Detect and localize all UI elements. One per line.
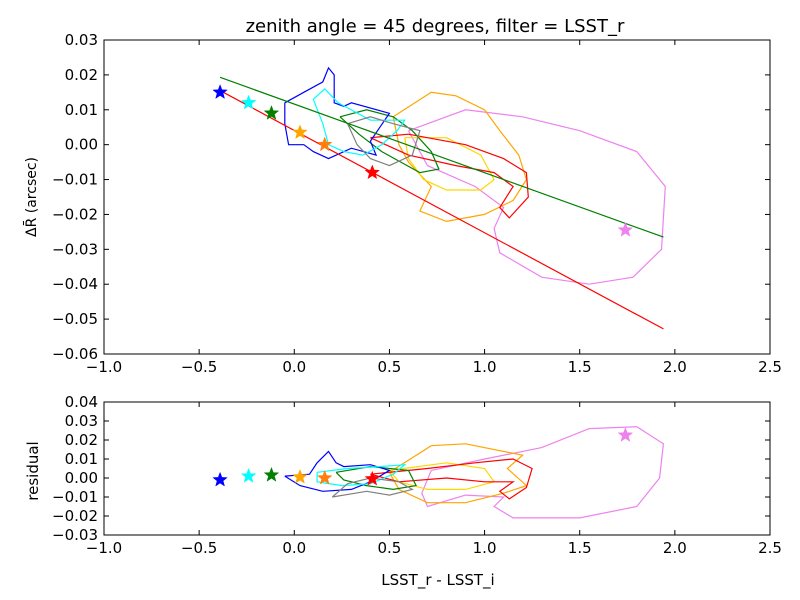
star-marker — [240, 94, 257, 110]
axes-frame — [103, 401, 771, 536]
y-tick-label: 0.02 — [65, 66, 98, 84]
contour-line — [312, 87, 406, 156]
y-tick-label: 0.04 — [65, 393, 98, 411]
bottom-y-axis-label: residual — [24, 441, 42, 500]
y-tick-label: −0.02 — [52, 507, 98, 525]
bottom-plot-area: −1.0 −0.5 0.0 0.5 1.0 1.5 2.0 2.50.040.030.020.… — [52, 393, 782, 557]
contour-line — [284, 450, 391, 492]
star-marker — [263, 105, 280, 120]
x-tick-label: 0.5 — [377, 539, 401, 557]
contour-line — [331, 477, 414, 498]
chart-title: zenith angle = 45 degrees, filter = LSST… — [246, 16, 625, 37]
star-marker — [364, 470, 381, 486]
contour-line — [284, 66, 391, 160]
y-tick-label: −0.04 — [52, 275, 98, 293]
star-marker — [212, 84, 228, 99]
x-tick-label: 1.0 — [473, 358, 497, 376]
contour-line — [347, 116, 421, 167]
star-marker — [364, 164, 381, 180]
star-marker — [316, 469, 333, 485]
x-tick-label: 1.0 — [473, 539, 497, 557]
contour-line — [388, 462, 496, 490]
x-tick-label: 2.5 — [758, 358, 782, 376]
y-tick-label: 0.01 — [65, 101, 98, 119]
x-tick-label: −0.5 — [181, 358, 217, 376]
top-plot-area: −1.0 −0.5 0.0 0.5 1.0 1.5 2.0 2.5 0.03 0.02 0.01 0.… — [52, 31, 782, 376]
y-tick-label: 0.01 — [65, 450, 98, 468]
contour-line — [370, 458, 533, 500]
y-tick-label: −0.01 — [52, 171, 98, 189]
star-marker — [292, 124, 308, 140]
x-tick-label: 2.0 — [663, 539, 687, 557]
star-marker — [263, 466, 280, 482]
top-panel: zenith angle = 45 degrees, filter = LSST… — [22, 16, 781, 376]
contour-line — [316, 463, 407, 487]
y-tick-label: −0.06 — [52, 345, 98, 363]
fit-line — [219, 76, 664, 238]
y-tick-label: −0.02 — [52, 205, 98, 223]
contour-line — [370, 133, 529, 219]
x-axis-label: LSST_r - LSST_i — [381, 571, 494, 590]
y-tick-label: 0.00 — [65, 469, 98, 487]
x-tick-label: −1.0 — [86, 358, 122, 376]
y-tick-label: −0.03 — [52, 240, 98, 258]
x-tick-label: 1.5 — [568, 358, 592, 376]
y-tick-label: 0.00 — [65, 136, 98, 154]
y-tick-label: 0.02 — [65, 431, 98, 449]
x-tick-label: −1.0 — [86, 539, 122, 557]
star-marker — [316, 136, 333, 152]
x-tick-label: 0.0 — [282, 539, 306, 557]
x-tick-label: 2.0 — [663, 358, 687, 376]
contour-line — [339, 109, 440, 174]
axes-frame — [103, 39, 771, 355]
x-tick-label: 0.5 — [377, 358, 401, 376]
x-tick-label: 1.5 — [568, 539, 592, 557]
x-tick-label: −0.5 — [181, 539, 217, 557]
y-tick-label: −0.03 — [52, 526, 98, 544]
x-tick-label: 0.0 — [282, 358, 306, 376]
star-marker — [292, 468, 308, 484]
star-marker — [212, 471, 228, 487]
star-marker — [617, 427, 634, 442]
star-marker — [240, 467, 257, 483]
contour-line — [407, 109, 666, 285]
y-tick-label: −0.05 — [52, 310, 98, 328]
top-y-axis-label: ΔR̄ (arcsec) — [22, 157, 40, 237]
y-tick-label: 0.03 — [65, 31, 98, 49]
y-tick-label: 0.03 — [65, 412, 98, 430]
y-tick-label: −0.01 — [52, 488, 98, 506]
bottom-panel: −1.0 −0.5 0.0 0.5 1.0 1.5 2.0 2.50.040.030.020.… — [24, 393, 782, 590]
x-tick-label: 2.5 — [758, 539, 782, 557]
star-marker — [617, 221, 634, 237]
contour-line — [421, 426, 665, 519]
